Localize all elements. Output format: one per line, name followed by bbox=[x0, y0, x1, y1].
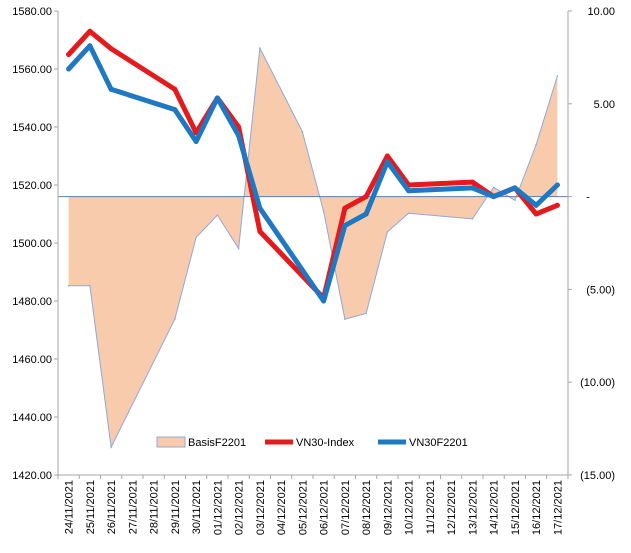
series-line-vn30f2201 bbox=[66, 43, 560, 304]
area-point-basisf2201-11 bbox=[365, 312, 367, 315]
line-point-vn30-index-13 bbox=[469, 179, 475, 185]
line-point-vn30f2201-9 bbox=[342, 223, 348, 229]
legend-label-vn30f2201: VN30F2201 bbox=[409, 437, 468, 449]
line-point-vn30f2201-3 bbox=[172, 107, 178, 113]
left-tick-label-5: 1480.00 bbox=[12, 296, 52, 308]
x-tick-label-2: 26/11/2021 bbox=[106, 480, 118, 534]
area-point-basisf2201-7 bbox=[259, 47, 261, 49]
x-tick-label-10: 04/12/2021 bbox=[276, 480, 288, 535]
right-tick-label-1: 5.00 bbox=[594, 99, 615, 111]
left-tick-label-8: 1420.00 bbox=[12, 470, 52, 482]
x-tick-label-4: 28/11/2021 bbox=[149, 480, 161, 534]
x-tick-label-22: 16/12/2021 bbox=[531, 480, 543, 535]
line-point-vn30-index-2 bbox=[108, 46, 114, 52]
line-point-vn30f2201-1 bbox=[87, 43, 93, 49]
line-point-vn30-index-17 bbox=[554, 202, 560, 208]
left-tick-label-0: 1580.00 bbox=[12, 6, 52, 18]
left-tick-label-1: 1560.00 bbox=[12, 64, 52, 76]
line-point-vn30-index-9 bbox=[342, 205, 348, 211]
area-point-basisf2201-6 bbox=[237, 247, 240, 250]
line-point-vn30f2201-2 bbox=[108, 86, 114, 92]
axes-layer: 1580.00 1560.00 1540.00 1520.00 1500.00 1480.… bbox=[12, 6, 615, 535]
line-point-vn30f2201-10 bbox=[363, 211, 369, 217]
line-point-vn30-index-0 bbox=[66, 52, 72, 57]
area-point-basisf2201-12 bbox=[386, 231, 389, 233]
line-point-vn30f2201-15 bbox=[512, 185, 518, 191]
line-point-vn30f2201-0 bbox=[66, 66, 72, 72]
x-tick-label-17: 11/12/2021 bbox=[425, 480, 437, 534]
right-tick-label-2: - bbox=[586, 192, 590, 204]
line-point-vn30f2201-8 bbox=[321, 298, 327, 304]
left-tick-label-3: 1520.00 bbox=[12, 180, 52, 192]
x-tick-label-13: 07/12/2021 bbox=[340, 480, 352, 535]
x-tick-label-21: 15/12/2021 bbox=[510, 480, 522, 535]
line-point-vn30-index-11 bbox=[384, 153, 390, 159]
area-point-basisf2201-15 bbox=[492, 186, 495, 189]
x-tick-label-23: 17/12/2021 bbox=[552, 480, 564, 535]
right-tick-label-0: 10.00 bbox=[587, 6, 615, 18]
area-point-basisf2201-10 bbox=[344, 318, 346, 320]
area-point-basisf2201-8 bbox=[301, 130, 304, 133]
line-point-vn30f2201-7 bbox=[257, 205, 263, 211]
legend-label-vn30-index: VN30-Index bbox=[296, 437, 355, 449]
area-point-basisf2201-9 bbox=[322, 210, 325, 213]
x-tick-label-6: 30/11/2021 bbox=[191, 480, 203, 534]
x-tick-label-11: 05/12/2021 bbox=[297, 480, 309, 535]
basis-area-layer bbox=[67, 46, 559, 449]
series-area-basisf2201 bbox=[68, 48, 558, 448]
legend: BasisF2201 VN30-Index VN30F2201 bbox=[156, 436, 468, 449]
x-tick-label-20: 14/12/2021 bbox=[489, 480, 501, 535]
legend-label-basis: BasisF2201 bbox=[188, 437, 246, 449]
area-point-basisf2201-0 bbox=[67, 284, 70, 287]
x-tick-label-9: 03/12/2021 bbox=[255, 480, 267, 535]
left-tick-label-4: 1500.00 bbox=[12, 238, 52, 250]
line-point-vn30f2201-16 bbox=[533, 202, 539, 208]
area-point-basisf2201-5 bbox=[216, 214, 219, 216]
area-point-basisf2201-1 bbox=[89, 284, 91, 287]
x-tick-label-18: 12/12/2021 bbox=[446, 480, 458, 535]
x-tick-label-8: 02/12/2021 bbox=[234, 480, 246, 535]
x-tick-label-7: 01/12/2021 bbox=[212, 480, 224, 535]
legend-swatch-basis bbox=[156, 436, 186, 448]
line-point-vn30-index-10 bbox=[363, 194, 369, 200]
area-point-basisf2201-4 bbox=[195, 236, 197, 239]
area-point-basisf2201-3 bbox=[174, 318, 176, 320]
line-point-vn30-index-6 bbox=[236, 124, 242, 130]
left-tick-label-7: 1440.00 bbox=[12, 412, 52, 424]
line-point-vn30f2201-17 bbox=[554, 182, 560, 188]
x-tick-label-15: 09/12/2021 bbox=[382, 480, 394, 535]
area-point-basisf2201-16 bbox=[514, 199, 516, 202]
x-tick-label-12: 06/12/2021 bbox=[319, 480, 331, 535]
line-point-vn30f2201-12 bbox=[406, 188, 412, 194]
line-point-vn30f2201-11 bbox=[384, 159, 390, 165]
left-tick-label-6: 1460.00 bbox=[12, 354, 52, 366]
x-tick-label-0: 24/11/2021 bbox=[64, 480, 76, 534]
area-point-basisf2201-2 bbox=[110, 446, 112, 448]
price-lines-layer bbox=[66, 28, 560, 304]
left-tick-label-2: 1540.00 bbox=[12, 122, 52, 134]
area-point-basisf2201-17 bbox=[535, 143, 537, 146]
line-point-vn30-index-1 bbox=[87, 28, 93, 34]
x-tick-label-3: 27/11/2021 bbox=[127, 480, 139, 534]
line-point-vn30-index-3 bbox=[172, 86, 178, 92]
x-tick-label-19: 13/12/2021 bbox=[467, 480, 479, 535]
line-point-vn30f2201-5 bbox=[214, 95, 220, 101]
right-tick-label-5: (15.00) bbox=[580, 470, 615, 482]
line-point-vn30f2201-6 bbox=[236, 133, 242, 139]
x-tick-label-16: 10/12/2021 bbox=[404, 480, 416, 535]
line-point-vn30-index-16 bbox=[533, 211, 539, 217]
x-tick-label-14: 08/12/2021 bbox=[361, 480, 373, 535]
line-point-vn30f2201-14 bbox=[491, 194, 497, 200]
area-point-basisf2201-14 bbox=[471, 218, 474, 220]
area-point-basisf2201-18 bbox=[556, 75, 559, 77]
line-point-vn30f2201-4 bbox=[193, 139, 199, 144]
line-point-vn30f2201-13 bbox=[469, 185, 475, 191]
x-tick-label-5: 29/11/2021 bbox=[170, 480, 182, 534]
area-point-basisf2201-13 bbox=[407, 212, 410, 215]
x-tick-label-1: 25/11/2021 bbox=[85, 480, 97, 534]
right-tick-label-3: (5.00) bbox=[586, 284, 615, 296]
line-point-vn30-index-7 bbox=[257, 228, 263, 234]
right-tick-label-4: (10.00) bbox=[580, 377, 615, 389]
